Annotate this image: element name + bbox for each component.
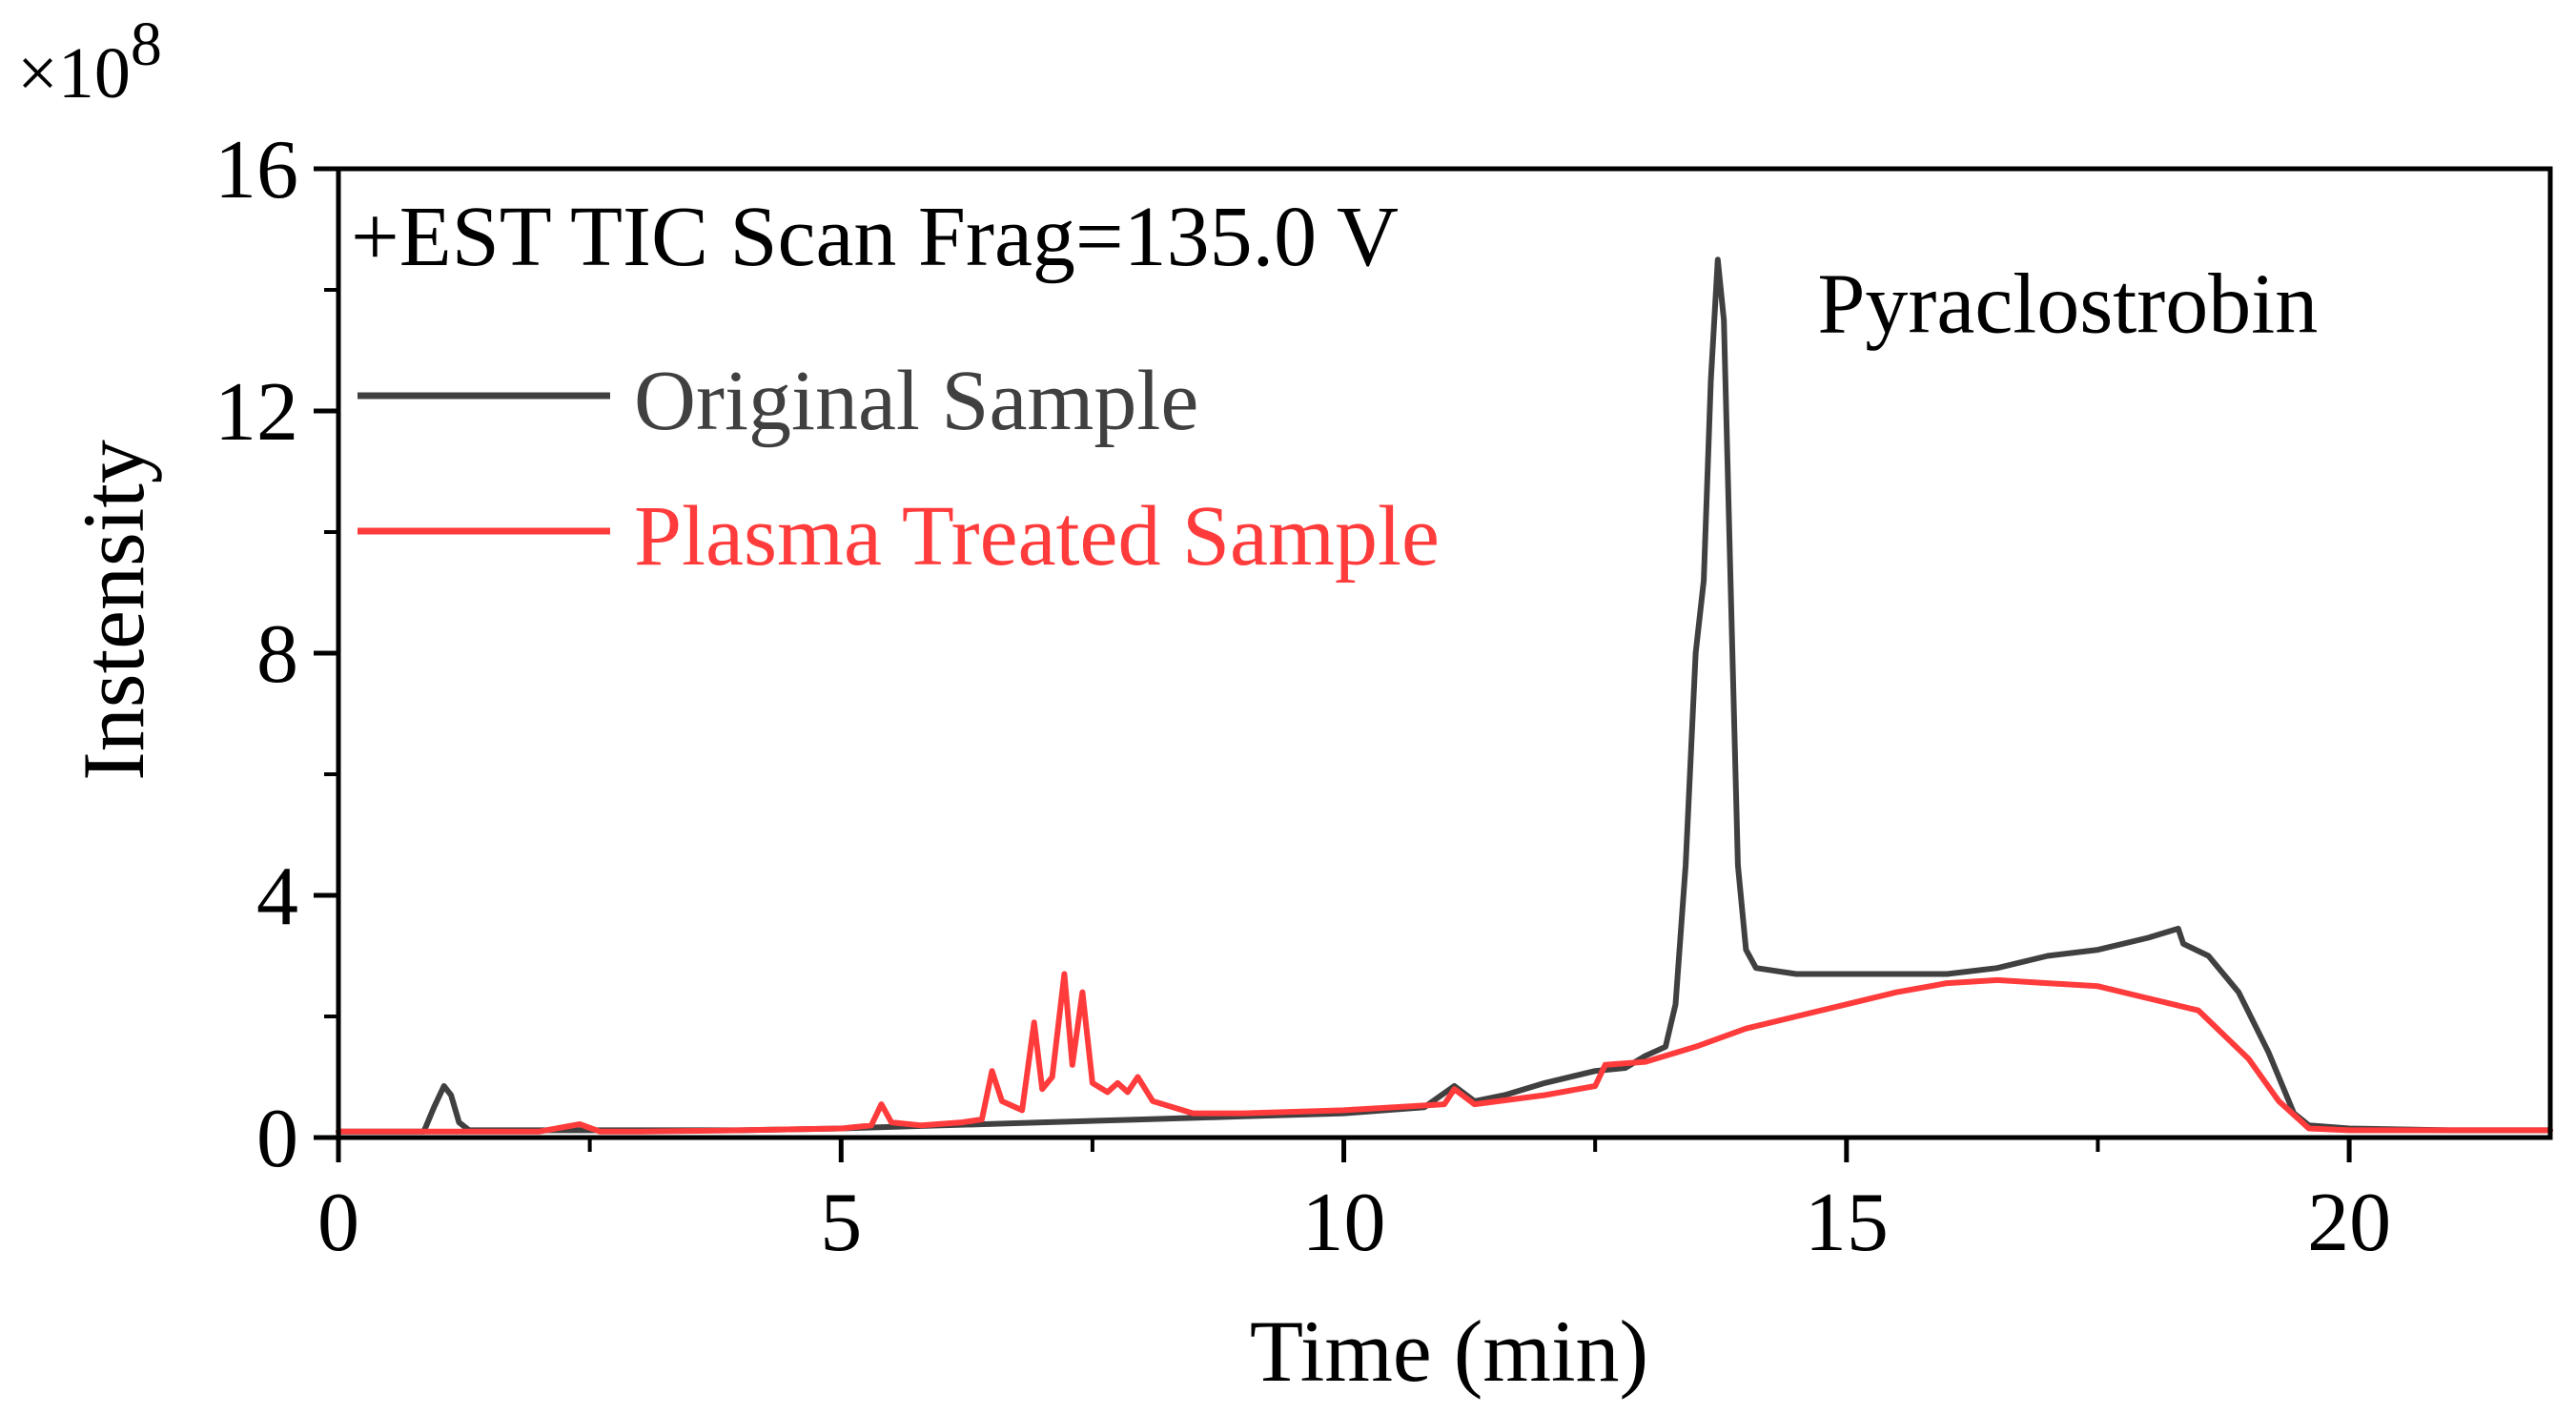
legend-label-plasma-treated-sample: Plasma Treated Sample (634, 489, 1440, 584)
x-tick-label: 15 (1805, 1177, 1889, 1269)
multiplier-base: ×10 (17, 33, 131, 113)
x-tick-label: 10 (1302, 1177, 1386, 1269)
legend: Original Sample Plasma Treated Sample (358, 354, 1440, 584)
y-tick-label: 0 (256, 1093, 298, 1185)
y-axis-label: Instensity (65, 440, 162, 781)
annotation-pyraclostrobin: Pyraclostrobin (1817, 256, 2318, 351)
y-tick-label: 16 (215, 124, 298, 216)
series-layer (336, 256, 2553, 1135)
x-axis-label: Time (min) (1250, 1302, 1648, 1400)
x-tick-label: 0 (317, 1177, 359, 1269)
x-tick-label: 20 (2307, 1177, 2391, 1269)
series-line-plasma-treated-sample (336, 971, 2553, 1135)
y-tick-label: 12 (215, 366, 298, 459)
x-tick-label: 5 (820, 1177, 862, 1269)
chart-title: +EST TIC Scan Frag=135.0 V (351, 190, 1399, 284)
legend-label-original-sample: Original Sample (634, 354, 1198, 448)
tick-layer: 0 5 10 15 20 0 4 8 12 16 (215, 124, 2391, 1269)
multiplier-exponent: 8 (131, 10, 162, 79)
y-tick-label: 8 (256, 608, 298, 701)
y-axis-multiplier: ×108 (17, 10, 162, 113)
y-tick-label: 4 (256, 851, 298, 943)
